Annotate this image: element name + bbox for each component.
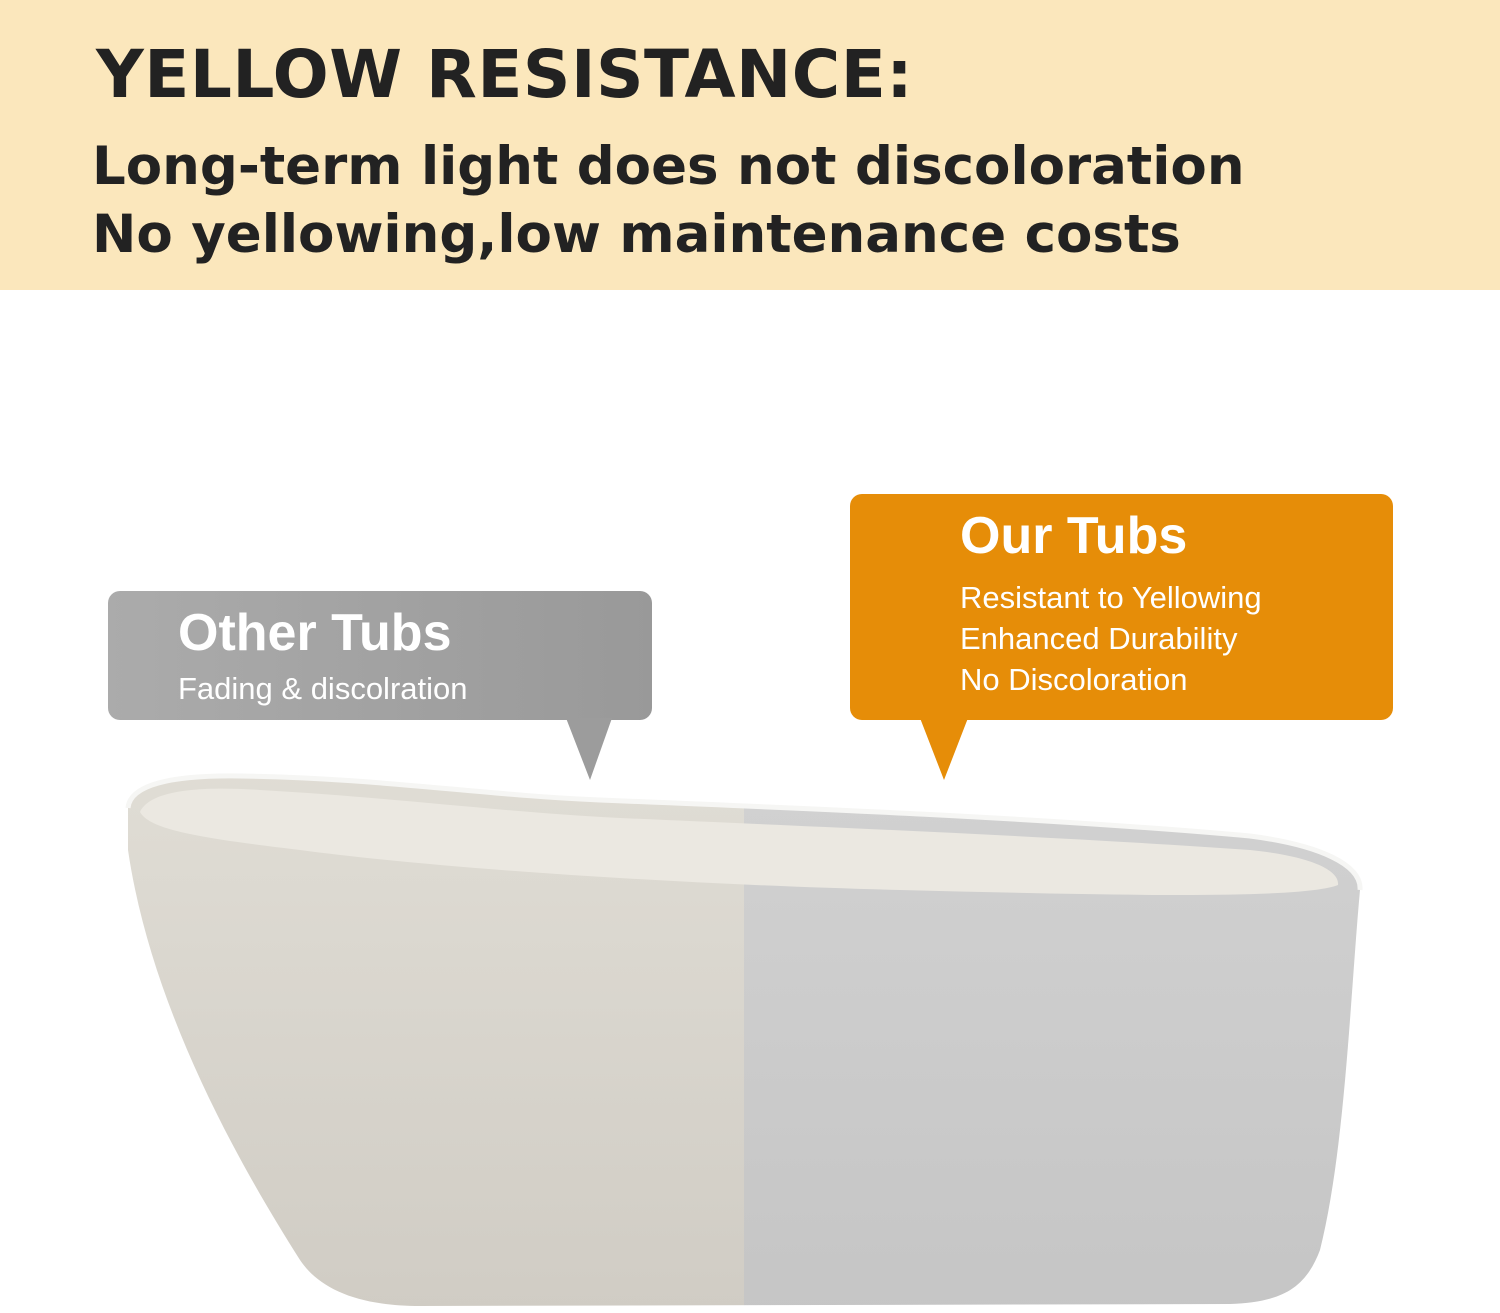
- page-title: YELLOW RESISTANCE:: [96, 36, 914, 113]
- subtitle-line-1: Long-term light does not discoloration: [92, 136, 1245, 197]
- subtitle-line-2: No yellowing,low maintenance costs: [92, 204, 1181, 265]
- tub-opening: [140, 788, 1339, 895]
- other-callout-pointer: [566, 718, 612, 780]
- our-feature-3: No Discoloration: [960, 662, 1188, 697]
- tub-rim: [125, 773, 1363, 891]
- our-tubs-heading: Our Tubs: [960, 507, 1188, 565]
- our-feature-1: Resistant to Yellowing: [960, 580, 1262, 615]
- other-tubs-caption: Fading & discolration: [178, 671, 468, 706]
- header-banner: YELLOW RESISTANCE: Long-term light does …: [0, 0, 1500, 290]
- our-tubs-callout: Our Tubs Resistant to Yellowing Enhanced…: [850, 494, 1393, 720]
- other-tubs-callout: Other Tubs Fading & discolration: [108, 591, 652, 720]
- our-callout-pointer: [920, 718, 968, 780]
- our-feature-2: Enhanced Durability: [960, 621, 1238, 656]
- other-tubs-heading: Other Tubs: [178, 604, 452, 662]
